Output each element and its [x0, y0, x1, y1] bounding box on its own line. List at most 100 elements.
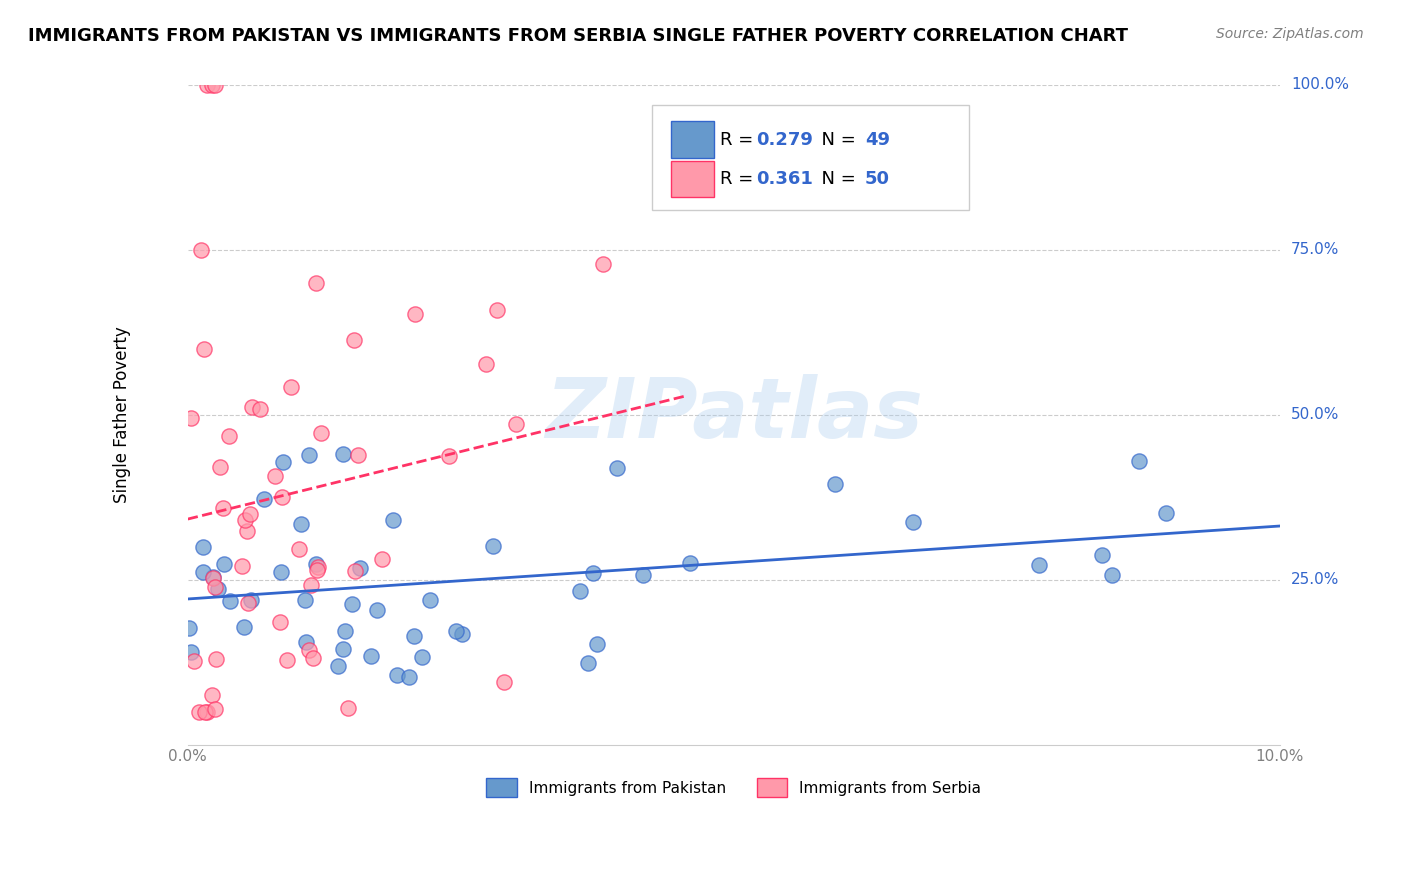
Point: [190, 243, 212, 257]
Point: [204, 652, 226, 666]
Text: 50: 50: [865, 170, 890, 188]
Point: [191, 541, 214, 555]
Point: [398, 670, 420, 684]
Point: [287, 542, 309, 557]
Point: [273, 455, 295, 469]
Point: [209, 459, 232, 474]
Point: [202, 571, 225, 585]
Point: [204, 78, 226, 92]
Point: [180, 645, 202, 659]
Point: [197, 78, 219, 92]
Point: [492, 675, 515, 690]
Point: [204, 702, 226, 716]
Point: [299, 577, 322, 591]
Point: [1101, 568, 1123, 582]
Point: [343, 333, 366, 347]
Text: ZIPatlas: ZIPatlas: [546, 375, 922, 455]
Point: [270, 565, 292, 579]
Point: [270, 491, 292, 505]
Point: [276, 653, 298, 667]
Point: [576, 656, 599, 670]
Point: [253, 491, 276, 506]
Point: [332, 447, 354, 461]
Text: N =: N =: [810, 131, 862, 149]
Legend: Immigrants from Pakistan, Immigrants from Serbia: Immigrants from Pakistan, Immigrants fro…: [479, 772, 987, 803]
Point: [211, 500, 233, 515]
Point: [305, 276, 328, 290]
Point: [437, 449, 460, 463]
Point: [239, 507, 262, 521]
FancyBboxPatch shape: [652, 104, 969, 211]
Text: R =: R =: [720, 131, 759, 149]
Text: 25.0%: 25.0%: [1291, 572, 1340, 587]
Point: [1028, 558, 1050, 572]
Point: [592, 257, 614, 271]
Point: [195, 705, 218, 719]
Point: [298, 642, 321, 657]
Point: [290, 516, 312, 531]
Point: [249, 401, 271, 416]
Point: [349, 561, 371, 575]
Point: [451, 627, 474, 641]
Point: [387, 667, 409, 681]
Text: R =: R =: [720, 170, 759, 188]
Text: N =: N =: [810, 170, 862, 188]
Point: [336, 701, 359, 715]
Point: [187, 705, 209, 719]
Point: [581, 566, 603, 580]
Point: [332, 641, 354, 656]
Point: [360, 649, 382, 664]
Point: [305, 563, 328, 577]
Point: [305, 557, 328, 571]
Point: [418, 593, 440, 607]
Point: [568, 583, 591, 598]
Point: [1091, 548, 1114, 562]
Text: 0.361: 0.361: [755, 170, 813, 188]
Point: [233, 619, 256, 633]
Point: [240, 400, 263, 414]
Point: [193, 342, 215, 356]
Point: [505, 417, 527, 431]
Point: [218, 594, 240, 608]
Text: 50.0%: 50.0%: [1291, 408, 1340, 422]
Point: [1154, 506, 1177, 520]
Point: [481, 539, 503, 553]
Point: [264, 469, 287, 483]
Point: [307, 560, 329, 574]
Point: [366, 602, 388, 616]
Point: [1128, 454, 1150, 468]
FancyBboxPatch shape: [671, 161, 714, 197]
Point: [342, 597, 364, 611]
Point: [475, 358, 498, 372]
Point: [194, 705, 217, 719]
Point: [183, 654, 205, 668]
Point: [294, 592, 316, 607]
Text: Source: ZipAtlas.com: Source: ZipAtlas.com: [1216, 27, 1364, 41]
Point: [180, 411, 202, 425]
Text: Single Father Poverty: Single Father Poverty: [114, 326, 131, 503]
Point: [586, 637, 609, 651]
Point: [212, 557, 235, 571]
Point: [201, 78, 224, 92]
Point: [404, 307, 426, 321]
Text: IMMIGRANTS FROM PAKISTAN VS IMMIGRANTS FROM SERBIA SINGLE FATHER POVERTY CORRELA: IMMIGRANTS FROM PAKISTAN VS IMMIGRANTS F…: [28, 27, 1128, 45]
Point: [328, 658, 350, 673]
Point: [311, 425, 333, 440]
Point: [679, 556, 702, 570]
Point: [280, 379, 302, 393]
Text: 100.0%: 100.0%: [1291, 78, 1348, 93]
Point: [294, 635, 316, 649]
FancyBboxPatch shape: [671, 121, 714, 158]
Point: [231, 558, 253, 573]
Point: [204, 580, 226, 594]
Point: [485, 303, 508, 318]
Point: [444, 624, 467, 638]
Text: 75.0%: 75.0%: [1291, 243, 1340, 258]
Point: [302, 651, 325, 665]
Point: [411, 649, 433, 664]
Point: [207, 582, 229, 597]
Text: 0.279: 0.279: [755, 131, 813, 149]
Point: [236, 524, 259, 538]
Point: [201, 570, 224, 584]
Point: [631, 568, 654, 582]
